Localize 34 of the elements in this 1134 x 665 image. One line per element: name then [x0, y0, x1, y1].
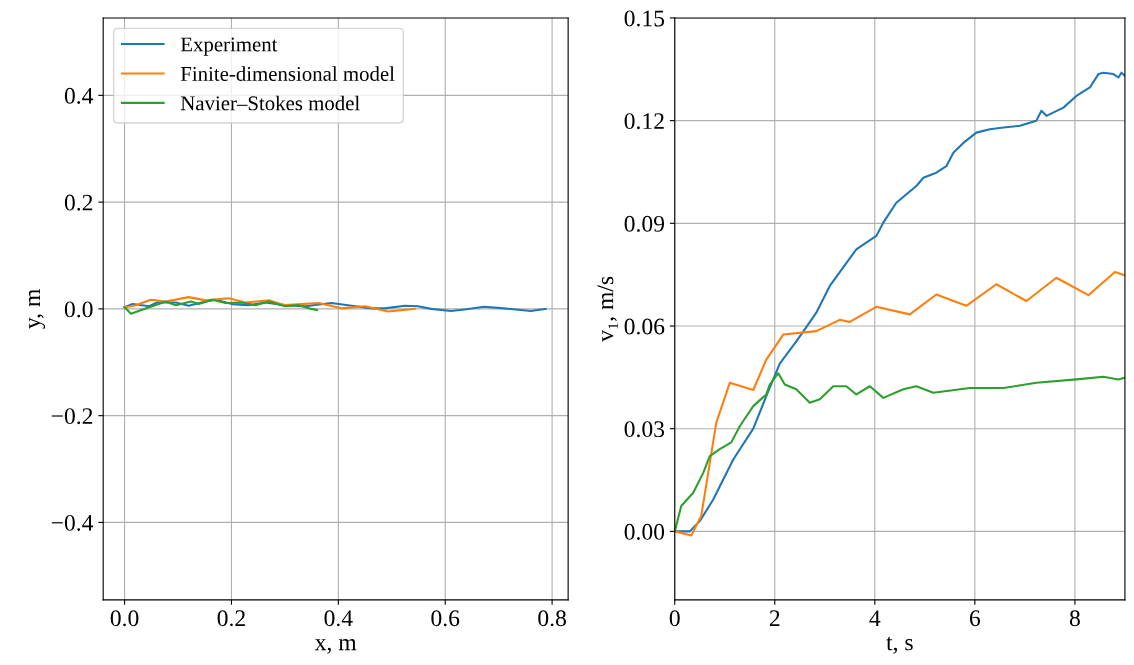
- legend-label: Finite-dimensional model: [180, 66, 395, 81]
- y-tick-label: 0.12: [624, 113, 664, 130]
- line-series: [674, 372, 1125, 533]
- legend-label: Experiment: [180, 37, 278, 56]
- y-tick-label: 0.06: [624, 318, 665, 335]
- line-series: [123, 298, 547, 313]
- line-series: [123, 296, 416, 313]
- legend-label: Navier–Stokes model: [180, 95, 360, 111]
- y-tick-label: 0.03: [624, 421, 665, 438]
- x-tick-label: 0.2: [217, 610, 245, 627]
- x-tick-label: 0.8: [538, 610, 566, 627]
- y-tick-label: 0.00: [624, 523, 665, 540]
- line-series: [674, 270, 1125, 537]
- line-series: [674, 71, 1125, 533]
- y-axis-title: y, m: [28, 289, 46, 329]
- x-tick-label: 2: [769, 610, 780, 626]
- x-tick-label: 0.0: [110, 610, 139, 627]
- x-tick-label: 0.6: [431, 610, 460, 627]
- y-tick-label: 0.09: [624, 215, 665, 232]
- x-tick-label: 4: [869, 610, 881, 626]
- y-tick-label: 0.4: [64, 87, 94, 104]
- x-axis-title: t, s: [886, 636, 913, 654]
- x-tick-label: 6: [969, 610, 981, 627]
- y-tick-label: 0.0: [64, 301, 93, 318]
- x-tick-label: 8: [1069, 610, 1080, 627]
- x-axis-title: x, m: [314, 639, 357, 654]
- y-tick-label: −0.4: [51, 514, 94, 531]
- x-tick-label: 0.4: [324, 610, 353, 627]
- y-tick-label: 0.15: [624, 10, 665, 27]
- y-axis-title: v₁, m/s: [597, 276, 618, 342]
- x-tick-label: 0: [669, 610, 680, 627]
- y-tick-label: −0.2: [51, 408, 93, 425]
- line-series: [123, 298, 318, 315]
- y-tick-label: 0.2: [64, 194, 93, 211]
